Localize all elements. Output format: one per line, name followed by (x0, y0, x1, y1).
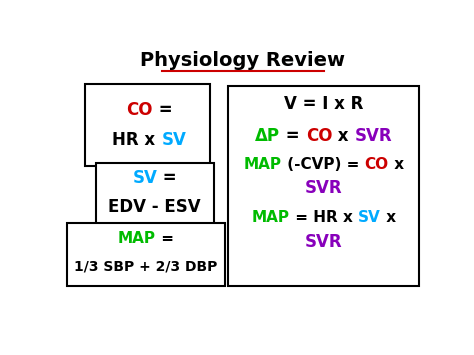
Text: CO: CO (126, 100, 153, 119)
Text: =: = (153, 100, 173, 119)
Text: CO: CO (365, 157, 389, 172)
Text: MAP: MAP (252, 210, 290, 225)
FancyBboxPatch shape (66, 223, 225, 286)
Text: EDV - ESV: EDV - ESV (109, 198, 201, 215)
Text: SVR: SVR (355, 126, 392, 144)
Text: SVR: SVR (305, 179, 343, 197)
Text: x: x (381, 210, 396, 225)
Text: MAP: MAP (118, 230, 155, 246)
Text: ΔP: ΔP (255, 126, 280, 144)
Text: (-CVP) =: (-CVP) = (282, 157, 365, 172)
Text: HR x: HR x (112, 131, 161, 149)
Text: SV: SV (133, 169, 157, 187)
Text: x: x (332, 126, 355, 144)
Text: MAP: MAP (244, 157, 282, 172)
Text: V = I x R: V = I x R (284, 95, 364, 113)
Text: =: = (280, 126, 306, 144)
FancyBboxPatch shape (85, 84, 210, 165)
Text: SV: SV (161, 131, 186, 149)
Text: Physiology Review: Physiology Review (140, 51, 346, 70)
Text: CO: CO (306, 126, 332, 144)
Text: x: x (389, 157, 404, 172)
Text: SV: SV (358, 210, 381, 225)
Text: =: = (157, 169, 177, 187)
FancyBboxPatch shape (228, 86, 419, 286)
Text: 1/3 SBP + 2/3 DBP: 1/3 SBP + 2/3 DBP (74, 260, 217, 274)
Text: = HR x: = HR x (290, 210, 358, 225)
Text: SVR: SVR (305, 233, 343, 251)
FancyBboxPatch shape (96, 163, 213, 226)
Text: =: = (155, 230, 173, 246)
